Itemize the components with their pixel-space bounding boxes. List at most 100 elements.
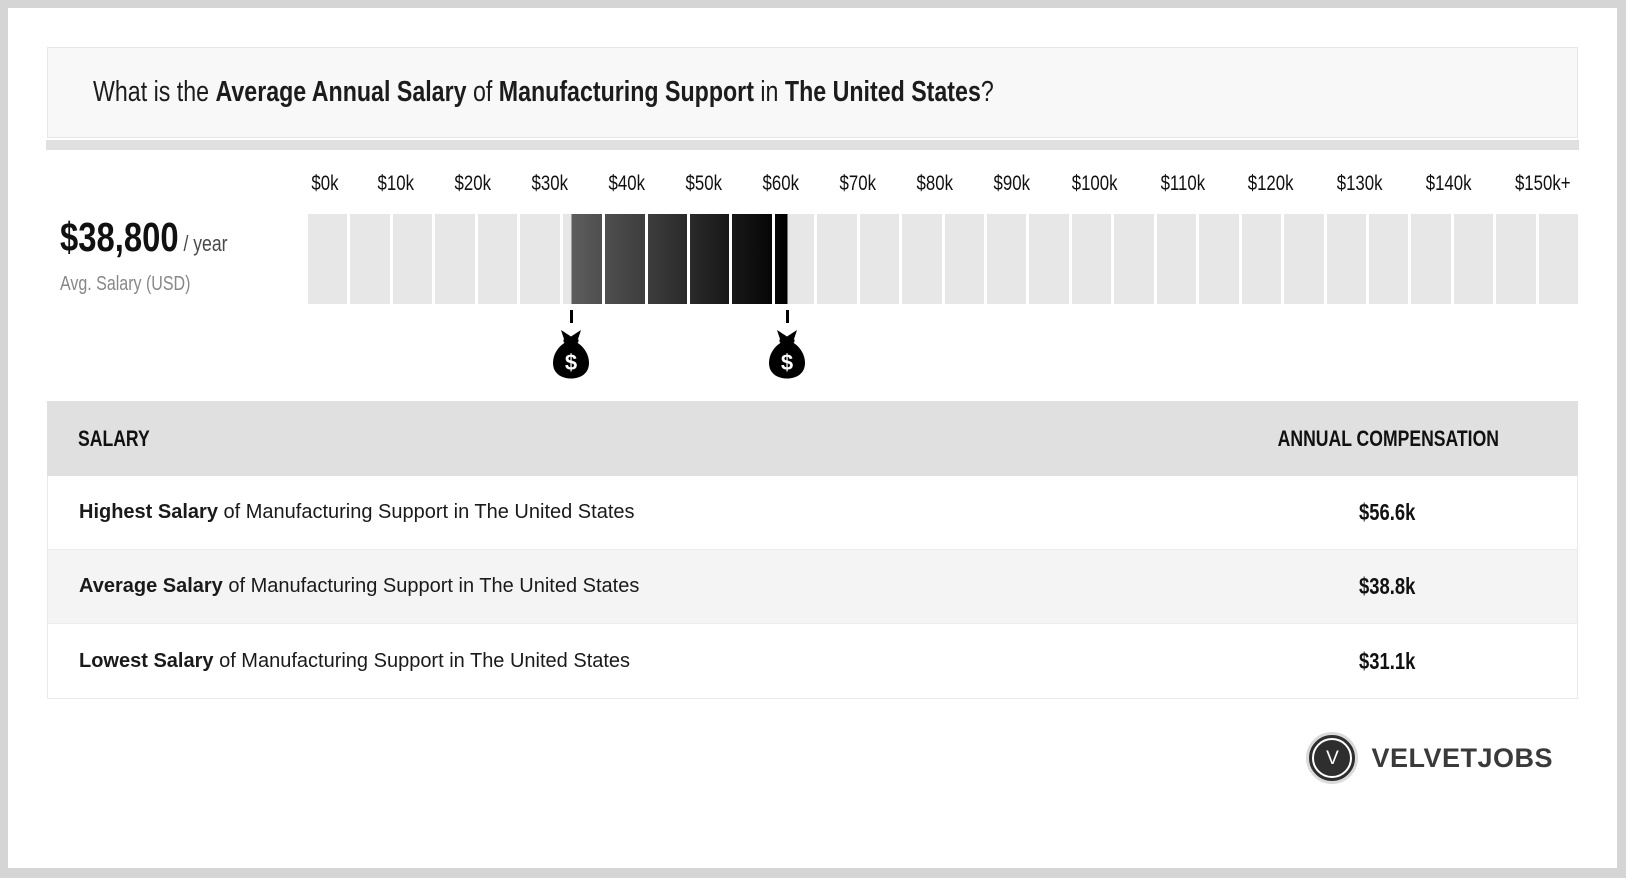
salary-bar-segment [689,214,730,304]
row-label-bold: Average Salary [79,575,223,597]
salary-bar-segment [817,214,857,304]
title-part: ? [980,76,994,108]
title-box: What is the Average Annual Salary of Man… [46,47,1579,150]
axis-tick-label: $130k [1336,172,1383,195]
row-value-text: $56.6k [1358,499,1416,525]
salary-bar-segment [1326,214,1366,304]
axis-tick-label: $150k+ [1515,172,1571,195]
row-value-text: $31.1k [1358,647,1416,674]
axis-tick-label: $50k [685,172,723,195]
axis-tick-label: $100k [1072,172,1118,195]
title-part: What is the [93,76,216,108]
salary-bar-segments [308,214,1579,304]
row-label-rest: of Manufacturing Support in The United S… [213,649,631,672]
salary-bar-segment [435,214,475,304]
salary-bar-segment [1411,214,1451,304]
money-bag-icon: $ [553,330,590,379]
axis-tick-label: $60k [762,172,800,195]
marker-tick [569,310,573,323]
column-header-compensation-label: ANNUAL COMPENSATION [1277,425,1499,451]
axis-tick-label: $140k [1425,172,1472,195]
salary-bar-segment [1071,214,1112,304]
salary-chart-section: $38,800 / year Avg. Salary (USD) $0k $10k… [47,168,1579,379]
salary-bar-segment [987,214,1027,304]
salary-bar-segment [520,214,560,304]
salary-bar-segment [1241,214,1282,304]
axis-tick-label: $90k [994,172,1031,195]
salary-table: SALARY ANNUAL COMPENSATION Highest Salar… [47,401,1578,699]
axis-tick-label: $0k [311,172,339,195]
title-highlight-job: Manufacturing Support [498,76,754,108]
axis-tick-label: $120k [1248,172,1294,195]
salary-bar-segment [774,214,815,304]
axis-tick-label: $70k [839,172,877,195]
brand-name: VELVETJOBS [1371,742,1553,773]
salary-bar-segment [308,214,348,304]
average-salary-summary: $38,800 / year Avg. Salary (USD) [47,168,308,304]
table-row: Highest Salary of Manufacturing Support … [48,476,1577,550]
salary-bar-segment [1538,214,1579,304]
average-salary-caption: Avg. Salary (USD) [60,273,191,295]
column-header-compensation: ANNUAL COMPENSATION [1198,426,1578,452]
row-label-rest: of Manufacturing Support in The United S… [222,575,640,597]
axis-tick-label: $30k [531,172,569,195]
salary-bar-chart: $0k $10k $20k $30k $40k $50k $60k $70k $80k $90k $… [308,168,1579,379]
salary-bar-segment [562,214,603,304]
column-header-salary: SALARY [47,426,1198,452]
salary-bar-segment [859,214,900,304]
table-row: Average Salary of Manufacturing Support … [48,550,1577,624]
salary-marker: $ [548,304,594,379]
axis-tick-label: $110k [1160,172,1206,195]
table-row: Lowest Salary of Manufacturing Support i… [48,624,1577,698]
axis-tick-label: $10k [377,172,415,195]
row-label-bold: Lowest Salary [79,649,214,672]
salary-bar-segment [1199,214,1239,304]
money-bag-icon: $ [769,330,806,379]
row-label-rest: of Manufacturing Support in The United S… [217,501,635,523]
average-salary-period: / year [178,231,228,256]
row-label: Lowest Salary of Manufacturing Support i… [48,650,1197,673]
salary-bar-segment [392,214,433,304]
axis-labels: $0k $10k $20k $30k $40k $50k $60k $70k $80k $90k $… [308,168,1578,196]
brand-footer: V VELVETJOBS [8,732,1553,784]
row-value: $56.6k [1197,499,1577,526]
salary-bar-segment [477,214,518,304]
row-value: $31.1k [1197,648,1577,675]
salary-bar-segment [732,214,772,304]
salary-marker: $ [764,304,810,379]
axis-tick-label: $40k [608,172,646,195]
salary-bar-segment [1496,214,1536,304]
velvetjobs-logo-icon[interactable]: V [1306,732,1359,784]
page-title: What is the Average Annual Salary of Man… [93,76,994,109]
title-highlight-salary: Average Annual Salary [215,76,467,108]
salary-bar-segment [1156,214,1197,304]
table-header-row: SALARY ANNUAL COMPENSATION [47,401,1578,476]
salary-bar-segment [1453,214,1494,304]
salary-bar-segment [647,214,687,304]
average-salary-amount: $38,800 [60,214,179,260]
salary-bar-segment [350,214,390,304]
row-label: Average Salary of Manufacturing Support … [48,575,1197,598]
axis-tick-label: $80k [916,172,954,195]
title-part: of [466,76,499,108]
salary-bar-segment [902,214,942,304]
salary-bar-segment [1284,214,1324,304]
logo-letter: V [1326,747,1339,769]
salary-bar-segment [1368,214,1409,304]
row-label: Highest Salary of Manufacturing Support … [48,501,1197,524]
salary-bar-segment [1114,214,1154,304]
row-value: $38.8k [1197,573,1577,600]
salary-bar-segment [944,214,984,304]
column-header-salary-label: SALARY [78,425,150,451]
axis-tick-label: $20k [454,172,492,195]
salary-bar: $ $ [308,214,1579,379]
title-highlight-location: The United States [784,76,981,108]
salary-bar-segment [605,214,645,304]
salary-infographic-page: What is the Average Annual Salary of Man… [8,8,1617,868]
title-part: in [753,76,785,108]
row-value-text: $38.8k [1358,573,1416,599]
salary-bar-segment [1029,214,1069,304]
table-body: Highest Salary of Manufacturing Support … [47,476,1578,699]
svg-text:$: $ [565,350,577,375]
